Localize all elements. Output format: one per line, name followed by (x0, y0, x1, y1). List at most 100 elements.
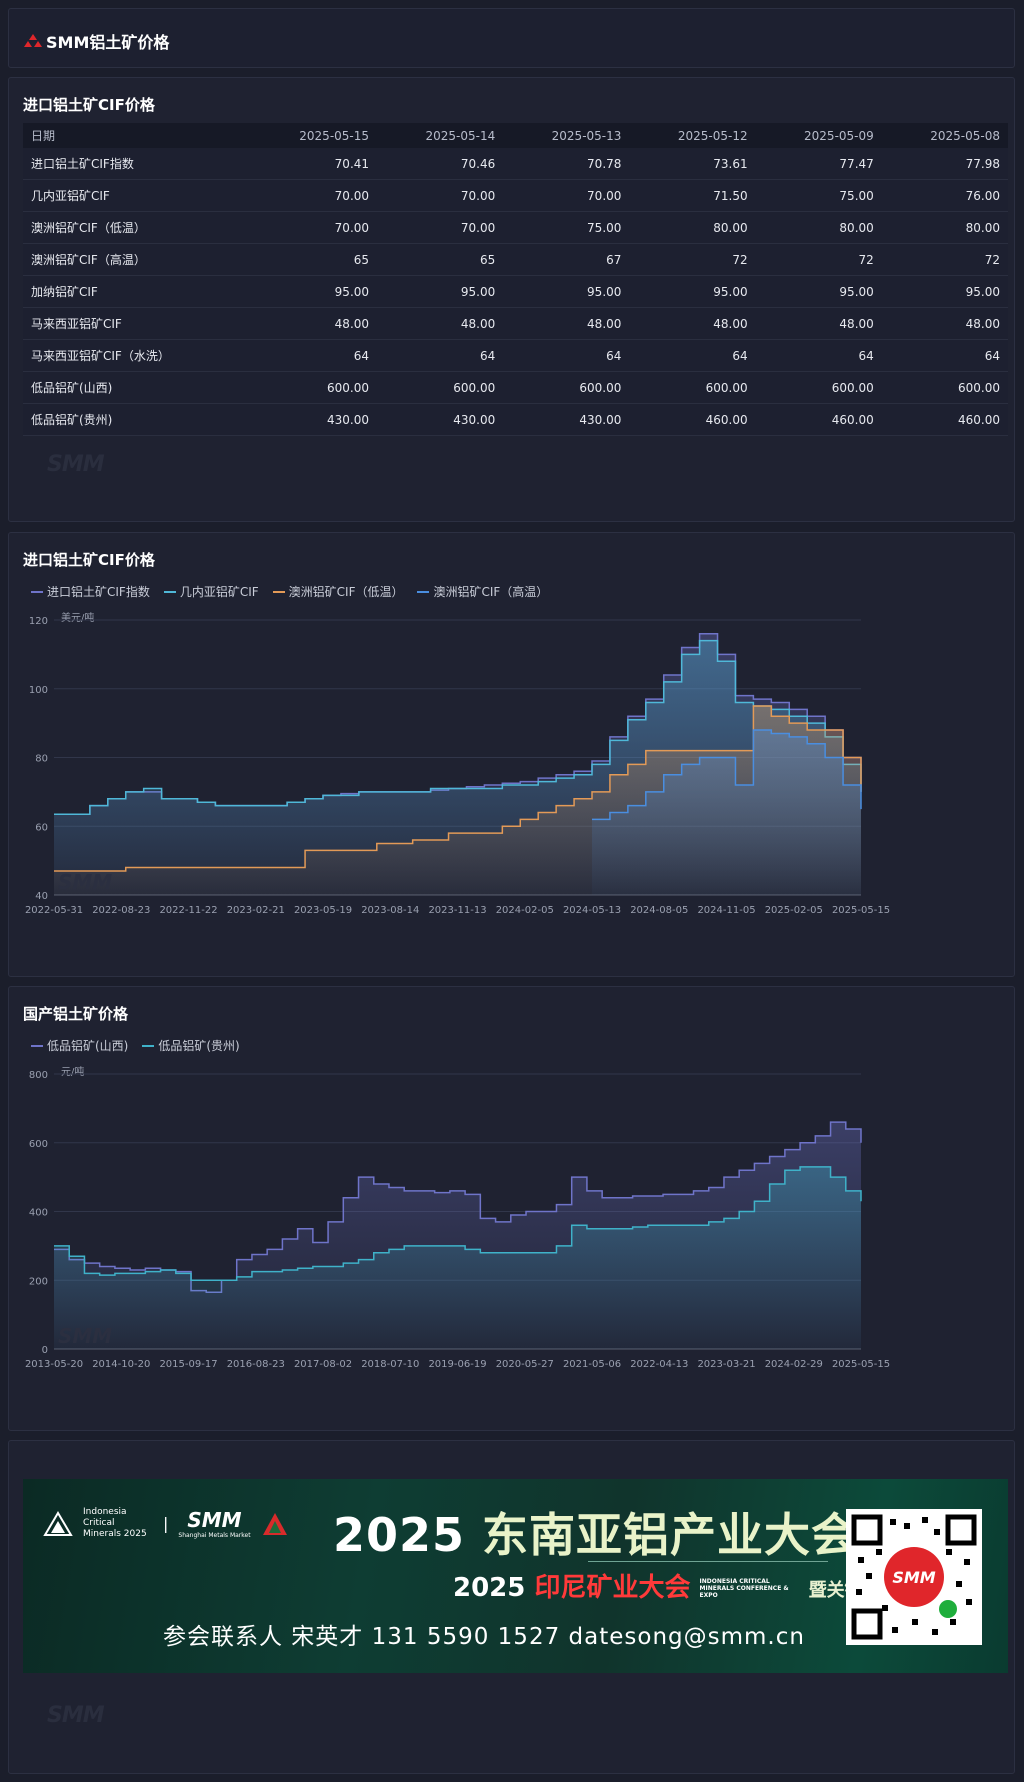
price-cell: 70.00 (377, 179, 504, 212)
smm-logo-icon (24, 34, 42, 47)
price-cell: 72 (881, 243, 1008, 276)
chart1-plot[interactable]: 40 60 80 100 120 2022-05-31 2022-08-23 2022-11-… (9, 533, 1016, 978)
price-cell: 71.50 (629, 179, 756, 212)
price-cell: 80.00 (881, 211, 1008, 244)
x-tick-label: 2022-05-31 (25, 905, 83, 916)
row-label: 进口铝土矿CIF指数 (23, 148, 251, 180)
svg-text:SMM: SMM (892, 1568, 935, 1587)
price-cell: 70.78 (503, 148, 630, 180)
legend-item[interactable]: 澳洲铝矿CIF（高温） (417, 583, 548, 600)
price-cell: 48.00 (250, 307, 378, 340)
table-row[interactable]: 低品铝矿(贵州) 430.00 430.00 430.00 460.00 460.00 46… (23, 403, 1008, 436)
chart2-plot[interactable]: 0 200 400 600 800 2013-05-20 2014-10-20 2015-09… (9, 987, 1016, 1432)
column-header-date: 2025-05-12 (629, 123, 756, 148)
legend-label: 低品铝矿(山西) (47, 1039, 129, 1053)
legend-item[interactable]: 进口铝土矿CIF指数 (31, 583, 150, 600)
series-line[interactable] (54, 705, 862, 872)
y-tick-label: 100 (29, 685, 48, 696)
legend-label: 澳洲铝矿CIF（高温） (433, 585, 549, 599)
row-label: 低品铝矿(贵州) (23, 403, 251, 436)
price-cell: 460.00 (755, 403, 882, 436)
price-cell: 65 (250, 243, 378, 276)
row-label: 马来西亚铝矿CIF (23, 307, 251, 340)
legend-item[interactable]: 几内亚铝矿CIF (163, 583, 259, 600)
table-row[interactable]: 马来西亚铝矿CIF 48.00 48.00 48.00 48.00 48.00 48.00 (23, 307, 1008, 340)
price-cell: 460.00 (629, 403, 756, 436)
price-cell: 64 (250, 339, 378, 372)
qr-code-icon: SMM (851, 1514, 977, 1640)
price-cell: 430.00 (377, 403, 504, 436)
series-line[interactable] (54, 1121, 862, 1294)
series-line[interactable] (592, 729, 862, 821)
x-tick-label: 2013-05-20 (25, 1359, 83, 1370)
price-cell: 64 (503, 339, 630, 372)
price-cell: 80.00 (755, 211, 882, 244)
table-row[interactable]: 澳洲铝矿CIF（高温） 65 65 67 72 72 72 (23, 243, 1008, 276)
x-tick-label: 2017-08-02 (294, 1359, 352, 1370)
legend-item[interactable]: 澳洲铝矿CIF（低温） (272, 583, 404, 600)
chart1-unit: 美元/吨 (61, 613, 95, 624)
series-line[interactable] (54, 1166, 862, 1281)
column-header-date: 2025-05-13 (503, 123, 630, 148)
y-tick-label: 200 (29, 1276, 48, 1287)
y-tick-label: 0 (42, 1345, 48, 1356)
plot-watermark: SMM (58, 1324, 112, 1348)
row-label: 加纳铝矿CIF (23, 275, 251, 308)
chart1-legend: 进口铝土矿CIF指数 几内亚铝矿CIF 澳洲铝矿CIF（低温） 澳洲铝矿CIF（高温） (31, 583, 548, 600)
x-tick-label: 2022-11-22 (159, 905, 217, 916)
price-table: 日期 2025-05-15 2025-05-14 2025-05-13 2025-05-… (23, 123, 1008, 436)
table-row[interactable]: 马来西亚铝矿CIF（水洗） 64 64 64 64 64 64 (23, 339, 1008, 372)
x-tick-label: 2025-02-05 (765, 905, 823, 916)
conference-banner[interactable]: Indonesia Critical Minerals 2025 | SMM S… (23, 1479, 1008, 1673)
series-area (54, 1166, 861, 1349)
y-tick-label: 120 (29, 616, 48, 627)
column-header-date: 2025-05-08 (881, 123, 1008, 148)
price-cell: 72 (629, 243, 756, 276)
price-cell: 75.00 (755, 179, 882, 212)
row-label: 澳洲铝矿CIF（高温） (23, 243, 251, 276)
x-tick-label: 2025-05-15 (832, 905, 890, 916)
table-row[interactable]: 进口铝土矿CIF指数 70.41 70.46 70.78 73.61 77.47 77.98 (23, 148, 1008, 180)
price-cell: 48.00 (881, 307, 1008, 340)
x-tick-label: 2015-09-17 (159, 1359, 217, 1370)
column-header-date: 2025-05-14 (377, 123, 504, 148)
chart2-title: 国产铝土矿价格 (23, 1005, 129, 1023)
price-cell: 430.00 (503, 403, 630, 436)
x-tick-label: 2023-02-21 (227, 905, 285, 916)
chart2-panel: 国产铝土矿价格 低品铝矿(山西) 低品铝矿(贵州) 元/吨 0 200 400 600 8… (8, 986, 1015, 1431)
triangle-logo-icon (262, 1512, 287, 1535)
price-cell: 70.46 (377, 148, 504, 180)
price-cell: 80.00 (629, 211, 756, 244)
price-cell: 600.00 (629, 371, 756, 404)
legend-swatch (272, 590, 285, 593)
x-tick-label: 2023-03-21 (697, 1359, 755, 1370)
price-cell: 77.98 (881, 148, 1008, 180)
qr-code[interactable]: SMM (846, 1509, 982, 1645)
legend-swatch (417, 590, 430, 593)
legend-item[interactable]: 低品铝矿(山西) (31, 1037, 128, 1054)
x-tick-label: 2024-11-05 (697, 905, 755, 916)
table-row[interactable]: 加纳铝矿CIF 95.00 95.00 95.00 95.00 95.00 95.00 (23, 275, 1008, 308)
table-row[interactable]: 澳洲铝矿CIF（低温） 70.00 70.00 75.00 80.00 80.00 80.0… (23, 211, 1008, 244)
x-tick-label: 2016-08-23 (227, 1359, 285, 1370)
legend-label: 澳洲铝矿CIF（低温） (288, 585, 404, 599)
banner-headline: 2025 东南亚铝产业大会 (333, 1508, 859, 1562)
x-tick-label: 2020-05-27 (496, 1359, 554, 1370)
watermark: SMM (47, 1703, 105, 1728)
price-cell: 48.00 (755, 307, 882, 340)
banner-divider (588, 1561, 828, 1562)
row-label: 几内亚铝矿CIF (23, 179, 251, 212)
price-cell: 95.00 (250, 275, 378, 308)
price-cell: 76.00 (881, 179, 1008, 212)
column-header-date: 2025-05-15 (250, 123, 378, 148)
x-tick-label: 2024-02-29 (765, 1359, 823, 1370)
series-line[interactable] (54, 639, 862, 815)
x-tick-label: 2023-08-14 (361, 905, 419, 916)
x-tick-label: 2024-08-05 (630, 905, 688, 916)
price-cell: 95.00 (755, 275, 882, 308)
legend-item[interactable]: 低品铝矿(贵州) (142, 1037, 240, 1054)
price-cell: 95.00 (503, 275, 630, 308)
price-cell: 70.00 (250, 211, 378, 244)
table-row[interactable]: 几内亚铝矿CIF 70.00 70.00 70.00 71.50 75.00 76.00 (23, 179, 1008, 212)
table-row[interactable]: 低品铝矿(山西) 600.00 600.00 600.00 600.00 600.00 60… (23, 371, 1008, 404)
